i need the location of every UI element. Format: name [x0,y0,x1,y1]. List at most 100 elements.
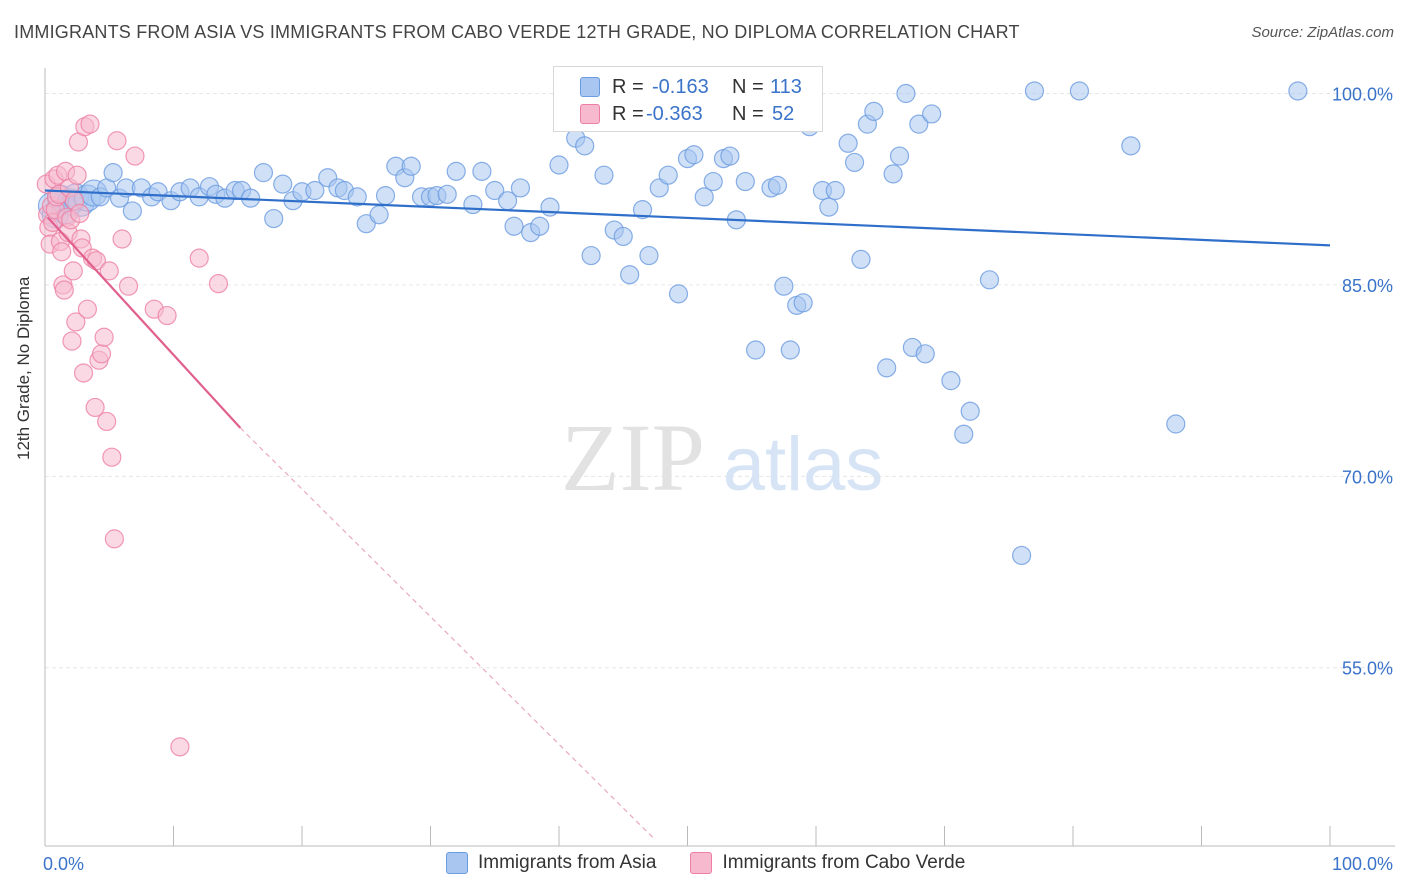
legend-cabo-swatch [690,852,713,874]
asia-point-85 [793,293,813,313]
asia-point-43 [401,156,421,176]
asia-point-74 [703,171,723,192]
asia-point-14 [122,201,142,221]
y-tick-label-0: 100.0% [1332,85,1393,105]
asia-point-48 [446,161,466,181]
trend-lines [44,189,1331,841]
cabo-n-label: N = [732,102,764,125]
asia-point-70 [668,284,689,304]
asia-r-label: R = [612,75,644,98]
watermark-atlas: atlas [723,422,884,507]
asia-point-39 [369,205,389,225]
asia-point-33 [305,180,325,201]
asia-point-88 [819,197,839,217]
cabo-trend-extension [239,427,656,841]
asia-point-106 [979,270,1000,290]
asia-point-54 [510,178,531,198]
asia-point-107 [1011,545,1032,566]
cabo-point-49 [170,737,190,757]
cabo-point-46 [125,146,145,166]
chart-title: IMMIGRANTS FROM ASIA VS IMMIGRANTS FROM … [14,22,1020,42]
legend-item-asia[interactable]: Immigrants from Asia [446,852,656,874]
cabo-point-21 [63,261,83,281]
asia-point-37 [347,187,367,207]
asia-point-100 [909,114,929,134]
asia-point-11 [103,163,123,183]
cabo-point-29 [73,363,94,383]
cabo-point-45 [118,276,139,296]
stats-row-asia: R = -0.163 N = 113 [554,73,822,101]
cabo-point-42 [104,529,124,549]
asia-point-64 [613,226,633,247]
cabo-n-value: 52 [772,102,795,125]
asia-point-49 [463,194,483,215]
cabo-trend-line [46,216,242,429]
asia-point-111 [1166,414,1186,434]
cabo-point-41 [102,447,122,467]
asia-point-66 [632,200,653,220]
cabo-point-50 [189,248,209,268]
legend-item-cabo[interactable]: Immigrants from Cabo Verde [690,852,965,874]
cabo-point-26 [70,203,90,224]
asia-point-97 [889,146,910,166]
cabo-point-40 [99,261,119,281]
cabo-point-32 [80,114,100,134]
cabo-r-label: R = [612,102,644,125]
asia-trend-line [44,189,1331,247]
asia-point-83 [780,340,800,360]
asia-point-91 [844,152,865,173]
watermark: ZIP atlas [561,404,883,511]
cabo-point-48 [157,305,177,326]
watermark-zip: ZIP [561,404,705,511]
legend-asia-swatch [446,852,468,874]
asia-point-82 [774,276,794,296]
asia-n-label: N = [732,75,764,98]
asia-point-78 [735,171,755,192]
y-axis-label: 12th Grade, No Diploma [14,276,33,460]
y-tick-label-3: 55.0% [1342,659,1393,679]
cabo-point-51 [208,274,229,294]
asia-point-76 [720,146,740,166]
asia-point-40 [375,186,396,206]
legend-asia-label: Immigrants from Asia [478,852,657,873]
y-tick-label-2: 70.0% [1342,467,1393,487]
asia-point-94 [864,101,884,121]
asia-point-110 [1121,136,1141,156]
asia-point-65 [620,265,640,285]
asia-point-105 [960,401,980,421]
cabo-point-34 [85,397,105,418]
cabo-point-24 [67,165,87,185]
cabo-point-20 [62,331,82,351]
asia-point-96 [883,164,903,184]
bottom-legend: Immigrants from Asia Immigrants from Cab… [446,852,965,874]
legend-cabo-label: Immigrants from Cabo Verde [722,852,966,873]
asia-r-value: -0.163 [652,75,709,98]
x-tick-label-0: 0.0% [43,854,84,874]
asia-swatch [580,77,600,97]
cabo-point-43 [107,131,127,151]
cabo-point-44 [112,229,132,249]
cabo-swatch [580,104,600,124]
asia-point-102 [922,104,942,124]
asia-point-69 [658,165,678,185]
cabo-r-value: -0.363 [646,102,703,125]
cabo-point-37 [91,344,112,364]
asia-n-value: 113 [770,75,802,98]
asia-point-90 [838,133,858,153]
cabo-point-23 [66,312,86,332]
asia-point-58 [549,155,569,175]
asia-point-73 [694,187,714,207]
stats-row-cabo: R = -0.363 N = 52 [554,100,822,128]
asia-point-30 [273,174,293,194]
asia-point-56 [530,216,550,236]
asia-point-108 [1024,81,1045,101]
asia-point-62 [594,165,614,185]
asia-point-79 [746,340,766,360]
asia-point-50 [472,161,492,181]
cabo-point-39 [97,411,117,432]
asia-point-101 [915,344,935,364]
asia-point-109 [1069,81,1090,101]
asia-point-28 [253,163,274,183]
asia-point-81 [767,175,788,195]
